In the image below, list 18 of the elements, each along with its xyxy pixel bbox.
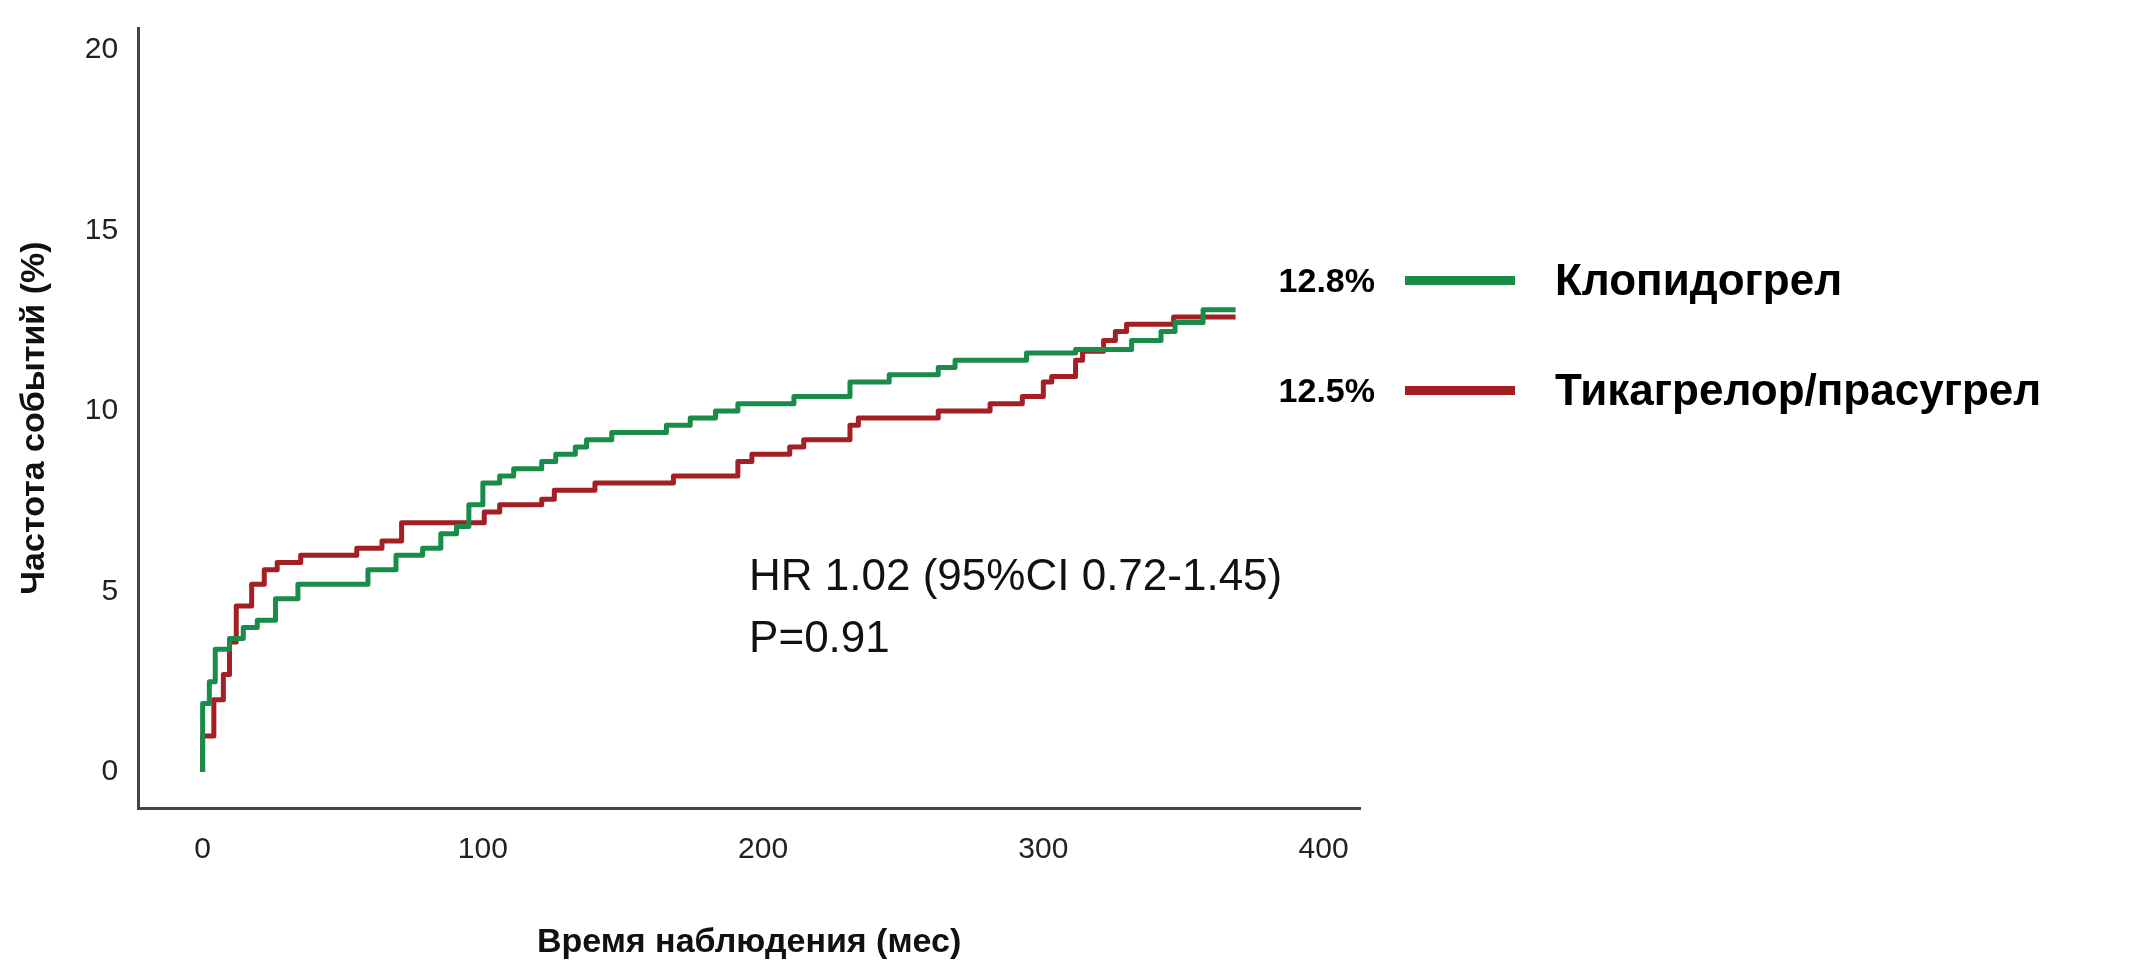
y-tick-label: 0 <box>101 753 119 787</box>
x-tick-label: 0 <box>194 831 211 865</box>
y-tick-label: 15 <box>84 211 119 245</box>
y-tick-label: 5 <box>101 572 119 606</box>
x-axis-title: Время наблюдения (мес) <box>536 920 962 959</box>
y-axis-title: Частота событий (%) <box>12 241 51 595</box>
x-tick-label: 200 <box>738 831 789 865</box>
annotation: P=0.91 <box>749 611 890 661</box>
x-tick-label: 300 <box>1018 831 1069 865</box>
y-tick-label: 10 <box>84 392 119 426</box>
x-tick-label: 400 <box>1298 831 1349 865</box>
annotation: 12.8% <box>1277 260 1375 300</box>
legend-label: Клопидогрел <box>1555 255 1843 305</box>
legend-label: Тикагрелор/прасугрел <box>1555 365 2042 415</box>
annotation: HR 1.02 (95%CI 0.72-1.45) <box>749 549 1283 599</box>
annotation: 12.5% <box>1277 370 1375 410</box>
x-tick-label: 100 <box>457 831 508 865</box>
y-tick-label: 20 <box>84 30 119 64</box>
